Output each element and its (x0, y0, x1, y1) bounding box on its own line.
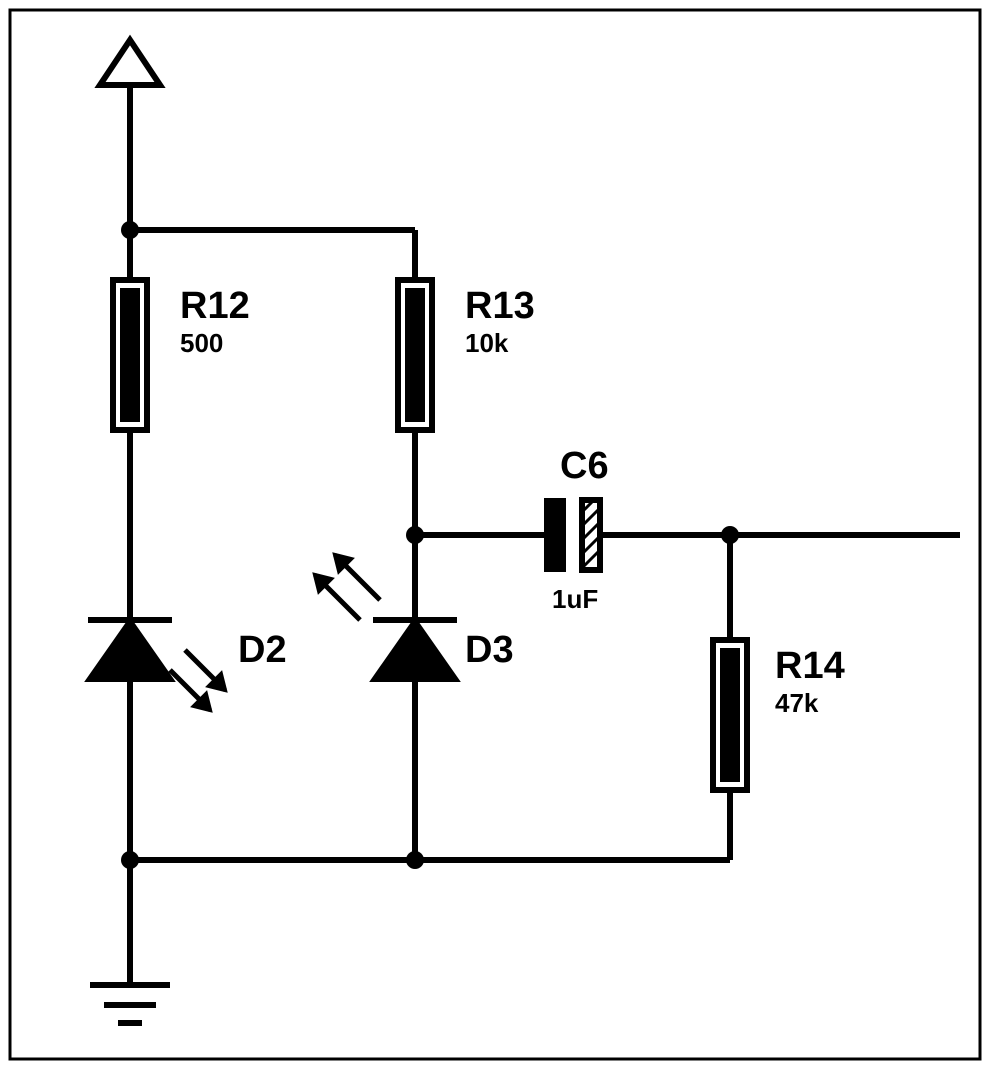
capacitor-c6 (546, 500, 600, 570)
d3-ref: D3 (465, 629, 514, 671)
gnd-symbol (90, 985, 170, 1023)
r14-ref: R14 (775, 645, 845, 687)
c6-ref: C6 (560, 445, 609, 487)
r12-ref: R12 (180, 285, 250, 327)
r14-val: 47k (775, 688, 819, 718)
resistor-r14 (713, 535, 747, 860)
d2-ref: D2 (238, 629, 287, 671)
circuit-schematic: R12 500 R13 10k C6 1uF R14 47k (0, 0, 990, 1069)
c6-val: 1uF (552, 584, 598, 614)
resistor-r13 (398, 230, 432, 535)
photodiode-d3 (315, 535, 457, 860)
node-n6 (406, 851, 424, 869)
node-n5 (121, 851, 139, 869)
vcc-symbol (100, 40, 160, 230)
r13-ref: R13 (465, 285, 535, 327)
r12-val: 500 (180, 328, 223, 358)
node-n4 (721, 526, 739, 544)
led-d2 (88, 590, 225, 860)
resistor-r12 (113, 230, 147, 590)
node-n1 (121, 221, 139, 239)
node-n3 (406, 526, 424, 544)
r13-val: 10k (465, 328, 509, 358)
